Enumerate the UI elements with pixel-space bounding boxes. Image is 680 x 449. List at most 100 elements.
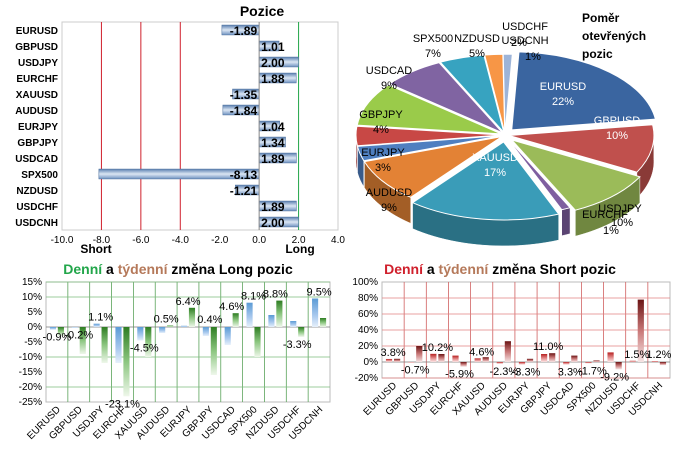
pie-slice-label: USDJPY (598, 203, 642, 215)
weekly-change-bar (210, 327, 217, 375)
y-tick-label: 60% (358, 309, 378, 320)
pie-slice-side (561, 207, 571, 237)
change-data-label: -3.3% (512, 367, 541, 379)
y-tick-label: 10% (22, 292, 42, 303)
pie-slice (411, 141, 560, 221)
weekly-change-bar (254, 327, 261, 357)
position-value-label: -8.13 (230, 168, 258, 182)
change-data-label: 1.5% (624, 349, 649, 361)
short-label: Short (80, 242, 111, 256)
daily-change-bar (180, 325, 188, 327)
change-data-label: 3.3% (558, 367, 583, 379)
weekly-change-bar (504, 341, 511, 362)
x-tick-label: -4.0 (172, 235, 190, 246)
weekly-change-bar (394, 358, 401, 362)
weekly-change-bar (79, 327, 86, 354)
long-label: Long (285, 242, 314, 256)
long-change-title: Denní a týdenní změna Long pozic (63, 261, 293, 277)
category-label: GBPJPY (17, 138, 58, 149)
pie-slice-label: USDCHF (502, 21, 548, 33)
open-positions-ratio-panel: Poměr otevřených pozic EURUSD 22% GBPUSD 10… (345, 0, 680, 260)
position-value-label: 2.00 (261, 216, 285, 230)
short-title-weekly: týdenní (439, 261, 490, 277)
category-label: NZDUSD (16, 186, 58, 197)
category-label: GBPUSD (15, 42, 58, 53)
weekly-change-bar (549, 353, 556, 362)
pie-slice (511, 51, 656, 131)
pie-slice (502, 53, 513, 133)
pie-slice (439, 54, 505, 133)
x-tick-label: -8.0 (93, 235, 111, 246)
change-data-label: -2.3% (489, 366, 518, 378)
pie-slice-label: USDCAD (366, 65, 413, 77)
daily-change-bar (541, 354, 548, 362)
positions-chart-panel: Pozice Short Long EURUSD -1.89 GBPUSD 1.01 U… (0, 0, 345, 260)
position-value-label: 1.01 (261, 40, 285, 54)
y-tick-label: -20% (355, 373, 378, 384)
daily-change-bar (430, 353, 437, 362)
change-data-label: 10.2% (422, 342, 453, 354)
daily-change-bar (202, 327, 209, 336)
pie-slice-percent: 7% (425, 48, 441, 60)
category-label: EURUSD (16, 26, 58, 37)
y-tick-label: 100% (352, 277, 378, 288)
pie-slice (363, 136, 502, 198)
position-value-label: 1.88 (261, 72, 285, 86)
pie-slice-percent: 17% (484, 167, 506, 179)
weekly-change-bar (319, 318, 327, 327)
weekly-change-bar (482, 357, 489, 362)
pie-slice-label: USDCNH (501, 35, 548, 47)
weekly-change-bar (593, 360, 600, 362)
category-label: USDCNH (15, 218, 58, 229)
short-title-rest: změna Short pozic (488, 261, 616, 277)
position-value-label: -1.89 (230, 24, 258, 38)
change-data-label: -23.1% (105, 398, 140, 410)
category-label: USDJPY (18, 58, 58, 69)
weekly-change-bar (526, 358, 534, 362)
pie-slice-label: GBPJPY (359, 109, 403, 121)
change-data-label: -5.9% (445, 369, 474, 381)
short-title-daily: Denní (384, 261, 424, 277)
change-data-label: 9.5% (307, 287, 332, 299)
pie-slice-percent: 10% (611, 217, 633, 229)
change-data-label: -4.5% (130, 343, 159, 355)
pie-title-line-2: otevřených (582, 29, 646, 43)
pie-slice-percent: 10% (606, 130, 628, 142)
weekly-change-bar (57, 327, 64, 336)
weekly-change-bar (637, 299, 644, 362)
x-tick-label: 4.0 (331, 235, 345, 246)
weekly-change-bar (123, 327, 130, 397)
long-title-weekly: týdenní (118, 261, 169, 277)
pie-slice-percent: 3% (375, 162, 391, 174)
daily-change-bar (408, 362, 415, 363)
daily-change-bar (607, 352, 614, 362)
positions-chart: Pozice Short Long EURUSD -1.89 GBPUSD 1.01 U… (15, 3, 345, 256)
daily-change-bar (585, 362, 592, 364)
short-change-title: Denní a týdenní změna Short pozic (384, 261, 616, 277)
change-data-label: 0.4% (197, 314, 222, 326)
daily-change-bar (385, 358, 393, 362)
pie-title-line-1: Poměr (582, 11, 620, 25)
daily-change-bar (268, 315, 275, 327)
x-tick-label: -10.0 (51, 235, 74, 246)
long-title-and: a (102, 261, 118, 277)
weekly-change-bar (101, 327, 108, 363)
y-tick-label: 80% (358, 293, 378, 304)
short-change-chart-panel: Denní a týdenní změna Short pozic 100% 80… (340, 258, 680, 444)
y-tick-label: -10% (19, 352, 42, 363)
pie-title-line-3: pozic (582, 47, 613, 61)
change-data-label: 8.1% (241, 291, 266, 303)
position-value-label: 2.00 (261, 56, 285, 70)
change-data-label: 3.8% (381, 347, 406, 359)
change-data-label: -0.2% (64, 330, 93, 342)
pie-slice-percent: 5% (469, 48, 485, 60)
pie-slice-label: SPX500 (413, 33, 453, 45)
x-tick-label: 0.0 (252, 235, 266, 246)
daily-change-bar (290, 321, 297, 327)
category-label: EURCHF (16, 74, 58, 85)
x-tick-label: 2.0 (292, 235, 306, 246)
long-change-chart-panel: Denní a týdenní změna Long pozic 15% 10% 5… (0, 258, 340, 444)
long-change-chart: Denní a týdenní změna Long pozic 15% 10% 5… (19, 261, 332, 442)
daily-change-bar (651, 361, 658, 362)
daily-change-bar (224, 327, 231, 345)
